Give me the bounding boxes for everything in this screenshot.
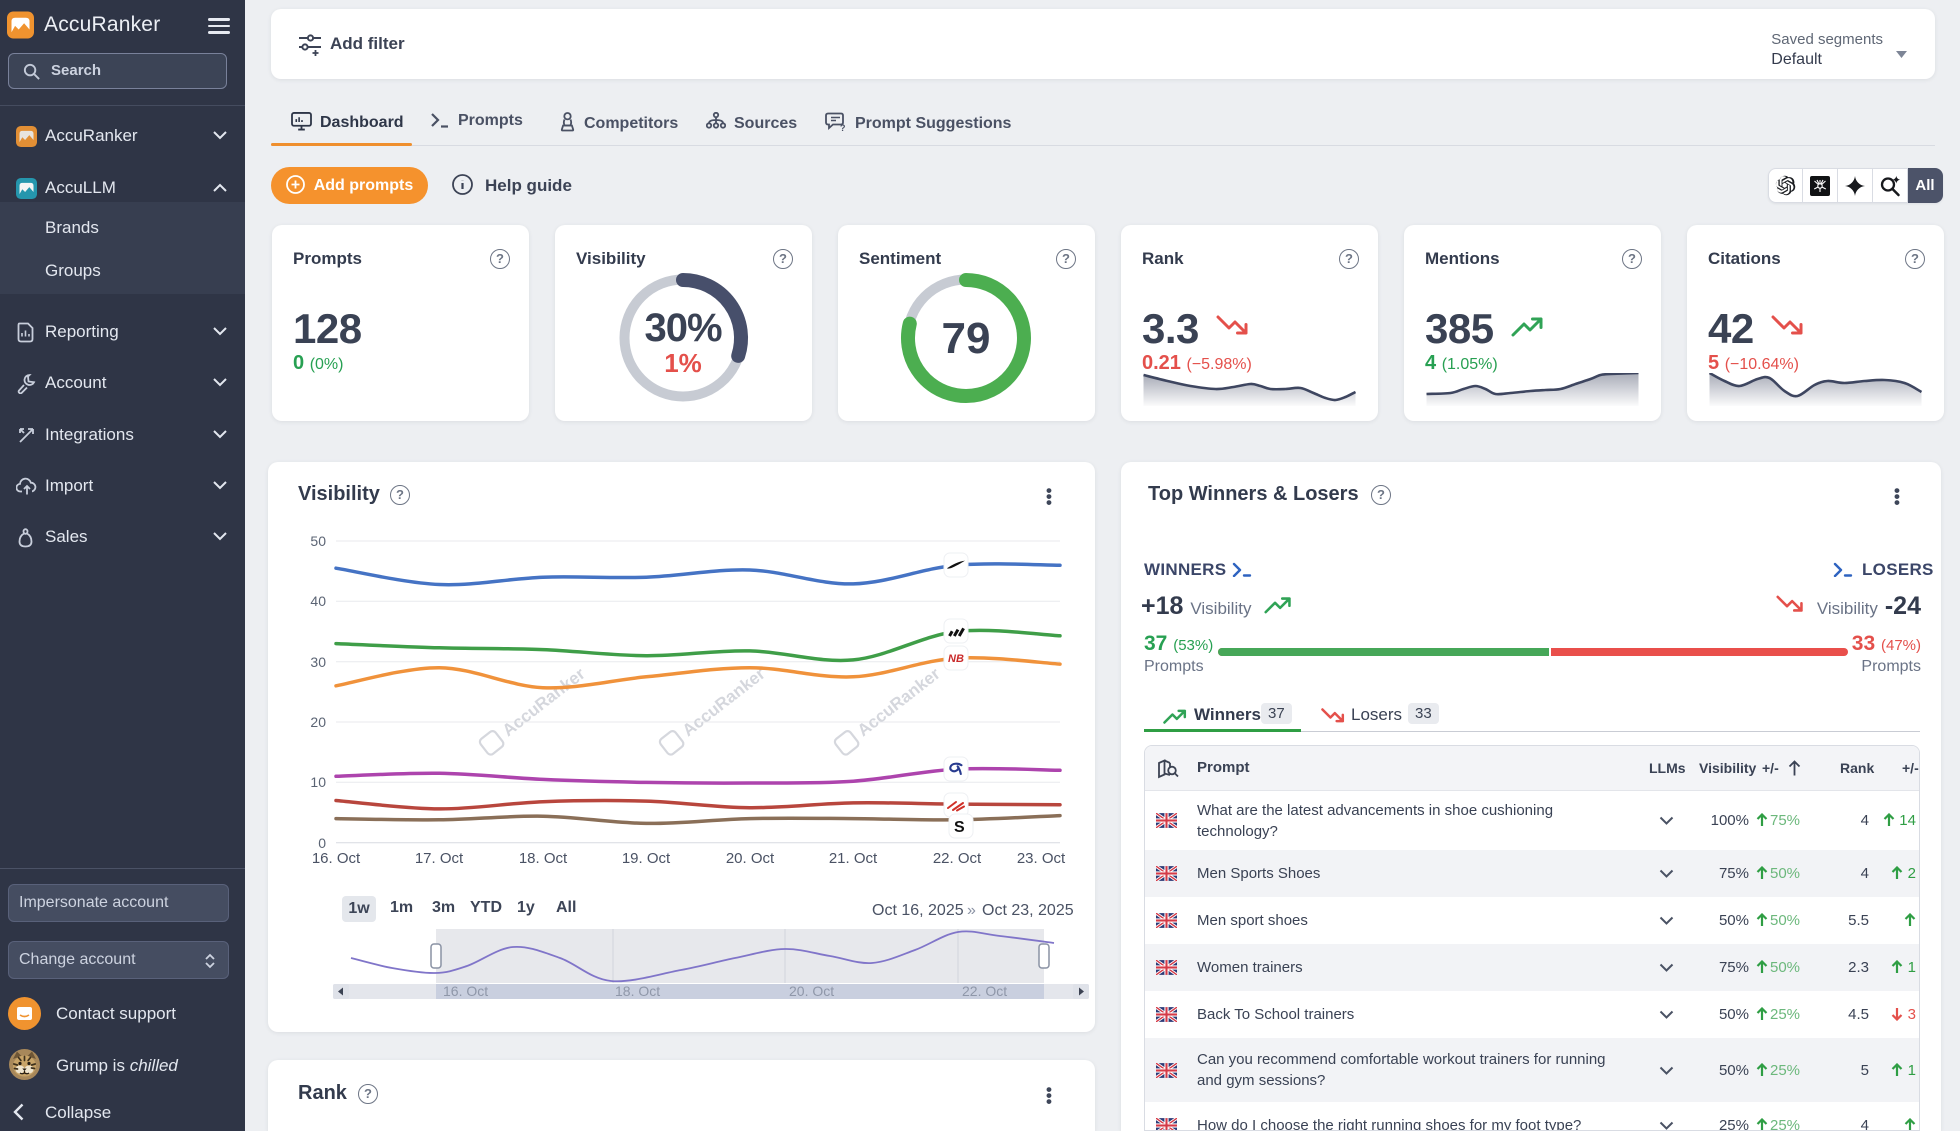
svg-text:17. Oct: 17. Oct: [415, 850, 464, 867]
svg-text:0: 0: [318, 835, 326, 851]
svg-text:30%: 30%: [644, 306, 721, 350]
svg-text:18. Oct: 18. Oct: [615, 983, 660, 999]
svg-text:23. Oct: 23. Oct: [1017, 850, 1066, 867]
svg-text:1%: 1%: [664, 348, 702, 378]
svg-text:30: 30: [310, 654, 326, 670]
svg-text:18. Oct: 18. Oct: [519, 850, 568, 867]
svg-text:NB: NB: [948, 653, 964, 665]
svg-text:22. Oct: 22. Oct: [962, 983, 1007, 999]
svg-text:20. Oct: 20. Oct: [726, 850, 775, 867]
svg-text:20. Oct: 20. Oct: [789, 983, 834, 999]
svg-text:?: ?: [840, 123, 846, 132]
svg-text:22. Oct: 22. Oct: [933, 850, 982, 867]
svg-text:50: 50: [310, 533, 326, 549]
svg-text:40: 40: [310, 593, 326, 609]
svg-text:21. Oct: 21. Oct: [829, 850, 878, 867]
svg-text:20: 20: [310, 714, 326, 730]
svg-text:16. Oct: 16. Oct: [443, 983, 488, 999]
svg-text:19. Oct: 19. Oct: [622, 850, 671, 867]
svg-text:S: S: [954, 819, 965, 836]
svg-text:79: 79: [942, 314, 991, 363]
svg-text:10: 10: [310, 774, 326, 790]
svg-text:16. Oct: 16. Oct: [312, 850, 361, 867]
